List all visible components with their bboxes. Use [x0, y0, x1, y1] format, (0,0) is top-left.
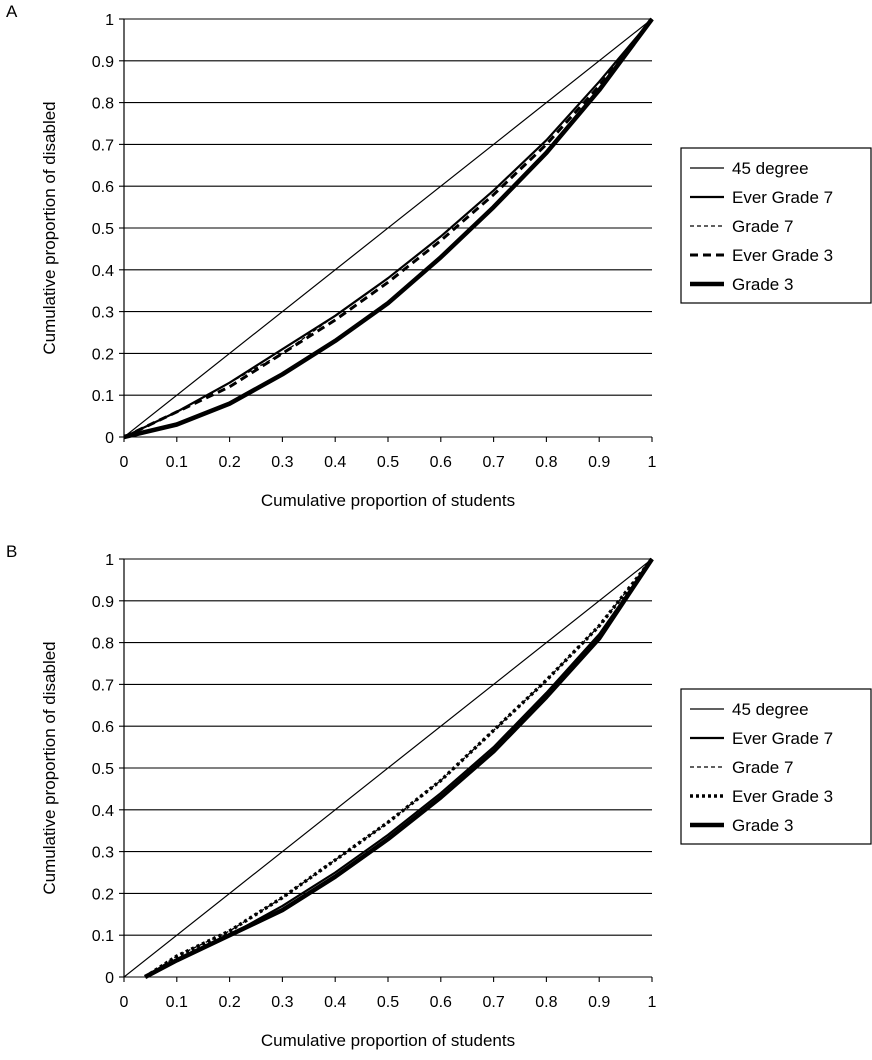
y-tick-label: 0.2 [92, 886, 114, 903]
x-tick-label: 0.3 [271, 454, 293, 471]
x-tick-label: 0.1 [166, 994, 188, 1011]
x-tick-label: 0.2 [218, 454, 240, 471]
x-tick-label: 0.6 [430, 454, 452, 471]
series-line [144, 557, 654, 979]
x-tick-label: 0.4 [324, 454, 346, 471]
x-tick-label: 0.9 [588, 454, 610, 471]
legend-entry: Ever Grade 7 [732, 729, 833, 748]
series-line [144, 557, 654, 979]
x-tick-label: 1 [648, 454, 657, 471]
panel-letter: B [6, 542, 17, 561]
x-tick-label: 0.8 [535, 454, 557, 471]
series-line [123, 558, 653, 978]
x-tick-label: 0.3 [271, 994, 293, 1011]
y-axis-label: Cumulative proportion of disabled [40, 641, 59, 894]
y-tick-label: 0.4 [92, 263, 114, 280]
x-tick-label: 0.4 [324, 994, 346, 1011]
x-tick-label: 0.5 [377, 994, 399, 1011]
x-tick-label: 0.7 [482, 994, 504, 1011]
series-line [123, 17, 654, 440]
y-tick-label: 0.9 [92, 54, 114, 71]
x-tick-label: 0 [120, 454, 129, 471]
x-tick-label: 1 [648, 994, 657, 1011]
y-tick-label: 0.8 [92, 96, 114, 113]
y-tick-label: 0.8 [92, 636, 114, 653]
y-tick-label: 0.5 [92, 221, 114, 238]
legend-entry: Grade 7 [732, 217, 793, 236]
y-tick-label: 0.3 [92, 845, 114, 862]
x-tick-label: 0.9 [588, 994, 610, 1011]
legend-entry: Ever Grade 7 [732, 188, 833, 207]
y-tick-label: 0.3 [92, 305, 114, 322]
panel-letter: A [6, 2, 18, 21]
x-axis-label: Cumulative proportion of students [261, 1031, 515, 1050]
legend-entry: 45 degree [732, 700, 809, 719]
series-line [123, 18, 654, 439]
y-tick-label: 0 [105, 430, 114, 447]
legend-entry: Grade 3 [732, 275, 793, 294]
legend-entry: Ever Grade 3 [732, 246, 833, 265]
y-tick-label: 0.9 [92, 594, 114, 611]
series-line [123, 18, 653, 438]
legend-entry: Grade 7 [732, 758, 793, 777]
legend-entry: Ever Grade 3 [732, 787, 833, 806]
y-tick-label: 0.4 [92, 803, 114, 820]
legend-entry: 45 degree [732, 159, 809, 178]
series-line [123, 18, 653, 438]
x-tick-label: 0.2 [218, 994, 240, 1011]
x-tick-label: 0.7 [482, 454, 504, 471]
x-tick-label: 0.5 [377, 454, 399, 471]
y-tick-label: 0.1 [92, 928, 114, 945]
chart-panel-a: A 0 0.1 0.2 0.3 0.4 0.5 0.6 0.7 0.8 0.9 1 0 0.1 0.2 0.3… [6, 2, 872, 510]
x-axis-label: Cumulative proportion of students [261, 491, 515, 510]
x-tick-label: 0.1 [166, 454, 188, 471]
y-tick-label: 0.7 [92, 677, 114, 694]
legend-entry: Grade 3 [732, 816, 793, 835]
y-tick-label: 0.2 [92, 346, 114, 363]
y-tick-label: 0.5 [92, 761, 114, 778]
x-tick-label: 0 [120, 994, 129, 1011]
y-tick-label: 0.1 [92, 388, 114, 405]
y-tick-label: 0.6 [92, 719, 114, 736]
y-axis-label: Cumulative proportion of disabled [40, 101, 59, 354]
x-tick-label: 0.6 [430, 994, 452, 1011]
y-tick-label: 0.7 [92, 137, 114, 154]
y-tick-label: 1 [105, 12, 114, 29]
x-tick-label: 0.8 [535, 994, 557, 1011]
chart-panel-b: B 0 0.1 0.2 0.3 0.4 0.5 0.6 0.7 0.8 0.9 1 0 0.1 0.2 0.3… [6, 542, 872, 1050]
y-tick-label: 0 [105, 970, 114, 987]
y-tick-label: 0.6 [92, 179, 114, 196]
y-tick-label: 1 [105, 552, 114, 569]
